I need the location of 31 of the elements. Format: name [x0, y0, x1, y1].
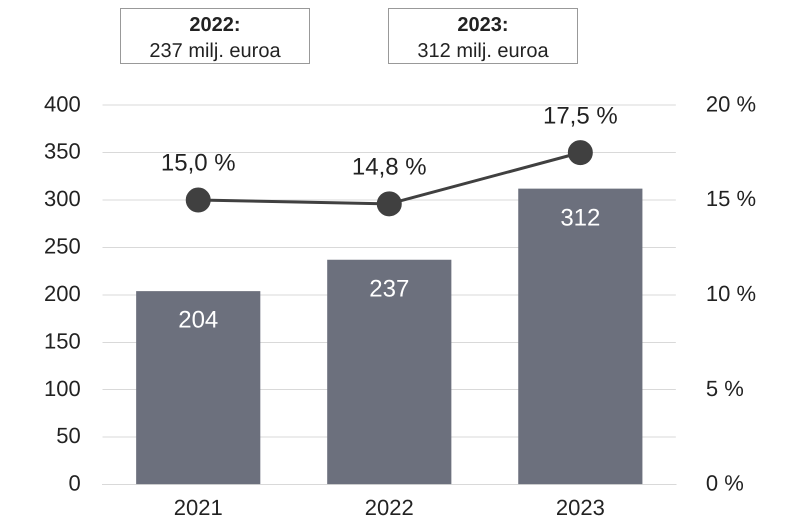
text: 2023: 312 milj. euroa — [416, 14, 550, 64]
y-tick-label: 150 — [44, 328, 81, 354]
y-tick-label: 250 — [44, 234, 81, 259]
text: 2022: 237 milj. euroa — [148, 14, 282, 64]
data-label: 15,0 % — [160, 150, 236, 177]
point — [376, 191, 402, 216]
data-label: 204 — [178, 306, 218, 334]
y-tick-label: 0 — [68, 470, 81, 496]
y-tick-label: 100 — [44, 376, 81, 401]
y2-tick-label: 15 % — [706, 186, 756, 212]
data-label: 312 — [560, 204, 600, 232]
bar — [136, 291, 260, 484]
data-label: 237 — [369, 275, 410, 302]
x-tick-label: 2023 — [556, 494, 605, 520]
point — [568, 140, 593, 166]
data-label: 14,8 % — [352, 153, 427, 180]
y-tick-label: 400 — [44, 91, 81, 116]
y-tick-label: 300 — [44, 186, 81, 212]
point — [186, 188, 211, 213]
y-tick-label: 200 — [44, 280, 81, 306]
y-tick-label: 350 — [44, 138, 81, 164]
y2-tick-label: 5 % — [706, 376, 744, 401]
x-tick-label: 2021 — [174, 494, 223, 520]
bar — [327, 260, 452, 484]
data-label: 17,5 % — [542, 102, 618, 130]
y2-tick-label: 10 % — [706, 280, 756, 306]
y2-tick-label: 20 % — [706, 91, 756, 116]
x-tick-label: 2022 — [364, 494, 414, 520]
bar — [518, 188, 642, 484]
y2-tick-label: 0 % — [706, 470, 744, 496]
y-tick-label: 50 — [56, 423, 81, 448]
